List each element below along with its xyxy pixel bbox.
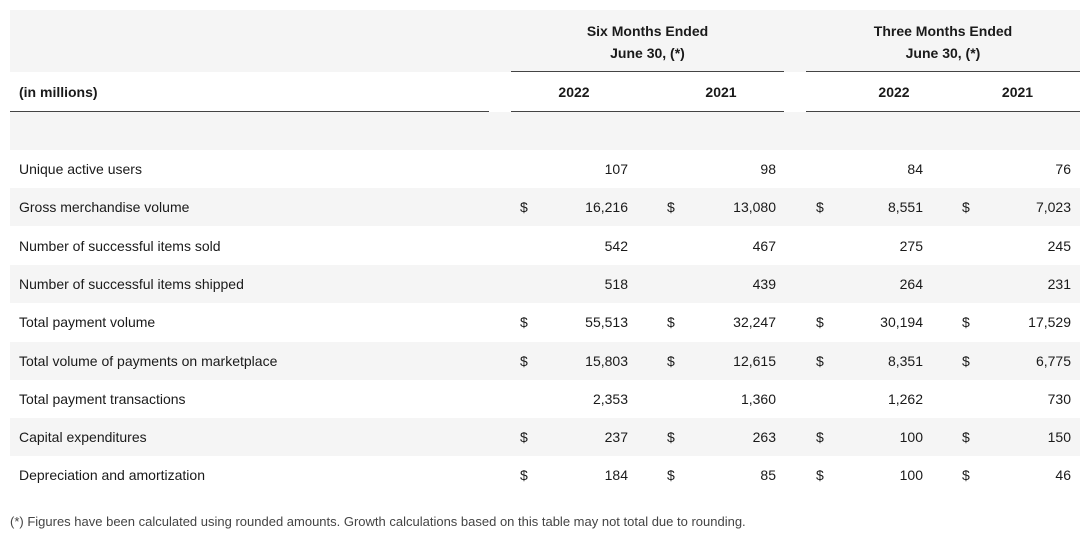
cell-value: 237 [604,429,628,446]
header-underline [806,111,1080,112]
row-label: Capital expenditures [19,429,147,446]
table-row: Gross merchandise volume $16,216 $13,080 $8… [10,188,1080,227]
cell-value: 231 [1047,275,1071,292]
cell-value: 730 [1047,390,1071,407]
row-label: Depreciation and amortization [19,467,205,484]
cell-value: 542 [604,237,628,254]
table-row: Number of successful items sold 542 467 275… [10,227,1080,265]
table-row: Total payment transactions 2,353 1,360 1,26… [10,380,1080,418]
cell-value: 85 [760,467,776,484]
currency-symbol: $ [816,467,824,484]
row-label: Unique active users [19,161,142,177]
group-title-line2: June 30, (*) [905,45,981,61]
cell-value: 17,529 [1028,314,1071,331]
cell-value: 32,247 [733,314,776,331]
spacer-band [10,112,1080,150]
cell-value: 55,513 [585,314,628,331]
group-title-line1: Six Months Ended [586,23,709,39]
cell-value: 245 [1047,237,1071,254]
cell-value: 100 [899,467,923,484]
cell-value: 184 [604,467,628,484]
currency-symbol: $ [520,199,528,216]
cell-value: 16,216 [585,199,628,216]
cell-value: 12,615 [733,352,776,369]
row-label: Gross merchandise volume [19,199,190,216]
cell-value: 6,775 [1035,352,1071,369]
table-row: Total payment volume $55,513 $32,247 $30,19… [10,303,1080,341]
group-underline [806,71,1080,72]
currency-symbol: $ [962,467,970,484]
currency-symbol: $ [667,352,675,369]
unit-label: (in millions) [19,84,98,100]
cell-value: 46 [1055,467,1071,484]
group-title-line1: Three Months Ended [873,23,1013,39]
row-label: Total payment transactions [19,390,186,407]
currency-symbol: $ [962,352,970,369]
table-row: Total volume of payments on marketplace $… [10,341,1080,380]
cell-value: 2,353 [592,390,628,407]
year-header: 2022 [558,84,590,100]
table-row: Capital expenditures $237 $263 $100 $150 [10,418,1080,457]
row-label: Total volume of payments on marketplace [19,352,278,369]
cell-value: 15,803 [585,352,628,369]
cell-value: 263 [752,429,776,446]
cell-value: 439 [752,275,776,292]
currency-symbol: $ [816,314,824,331]
cell-value: 84 [907,161,923,177]
currency-symbol: $ [816,429,824,446]
header-underline [10,111,489,112]
currency-symbol: $ [962,429,970,446]
currency-symbol: $ [667,314,675,331]
row-label: Number of successful items sold [19,237,221,254]
currency-symbol: $ [816,352,824,369]
cell-value: 8,351 [887,352,923,369]
header-underline [511,111,784,112]
currency-symbol: $ [520,352,528,369]
cell-value: 1,262 [887,390,923,407]
group-underline [511,71,784,72]
cell-value: 107 [604,161,628,177]
currency-symbol: $ [667,467,675,484]
year-header: 2021 [1001,84,1034,100]
cell-value: 467 [752,237,776,254]
cell-value: 1,360 [740,390,776,407]
footnote: (*) Figures have been calculated using r… [10,514,746,529]
cell-value: 13,080 [733,199,776,216]
currency-symbol: $ [520,314,528,331]
table-row: Unique active users 107 98 84 76 [10,150,1080,188]
currency-symbol: $ [520,467,528,484]
cell-value: 7,023 [1035,199,1071,216]
table-row: Number of successful items shipped 518 439… [10,264,1080,303]
currency-symbol: $ [520,429,528,446]
group-title-line2: June 30, (*) [610,45,685,61]
cell-value: 30,194 [880,314,923,331]
cell-value: 150 [1047,429,1071,446]
table-row: Depreciation and amortization $184 $85 $100… [10,456,1080,494]
row-label: Number of successful items shipped [19,275,244,292]
header-band [10,10,1080,72]
currency-symbol: $ [962,199,970,216]
cell-value: 98 [760,161,776,177]
cell-value: 76 [1055,161,1071,177]
cell-value: 100 [899,429,923,446]
group-title-six-months: Six Months Ended June 30, (*) [511,20,784,64]
currency-symbol: $ [962,314,970,331]
cell-value: 518 [604,275,628,292]
group-title-three-months: Three Months Ended June 30, (*) [806,20,1080,64]
year-header: 2022 [878,84,910,100]
row-label: Total payment volume [19,314,156,331]
cell-value: 8,551 [887,199,923,216]
year-header: 2021 [705,84,737,100]
currency-symbol: $ [667,199,675,216]
cell-value: 275 [899,237,923,254]
currency-symbol: $ [667,429,675,446]
cell-value: 264 [899,275,923,292]
currency-symbol: $ [816,199,824,216]
